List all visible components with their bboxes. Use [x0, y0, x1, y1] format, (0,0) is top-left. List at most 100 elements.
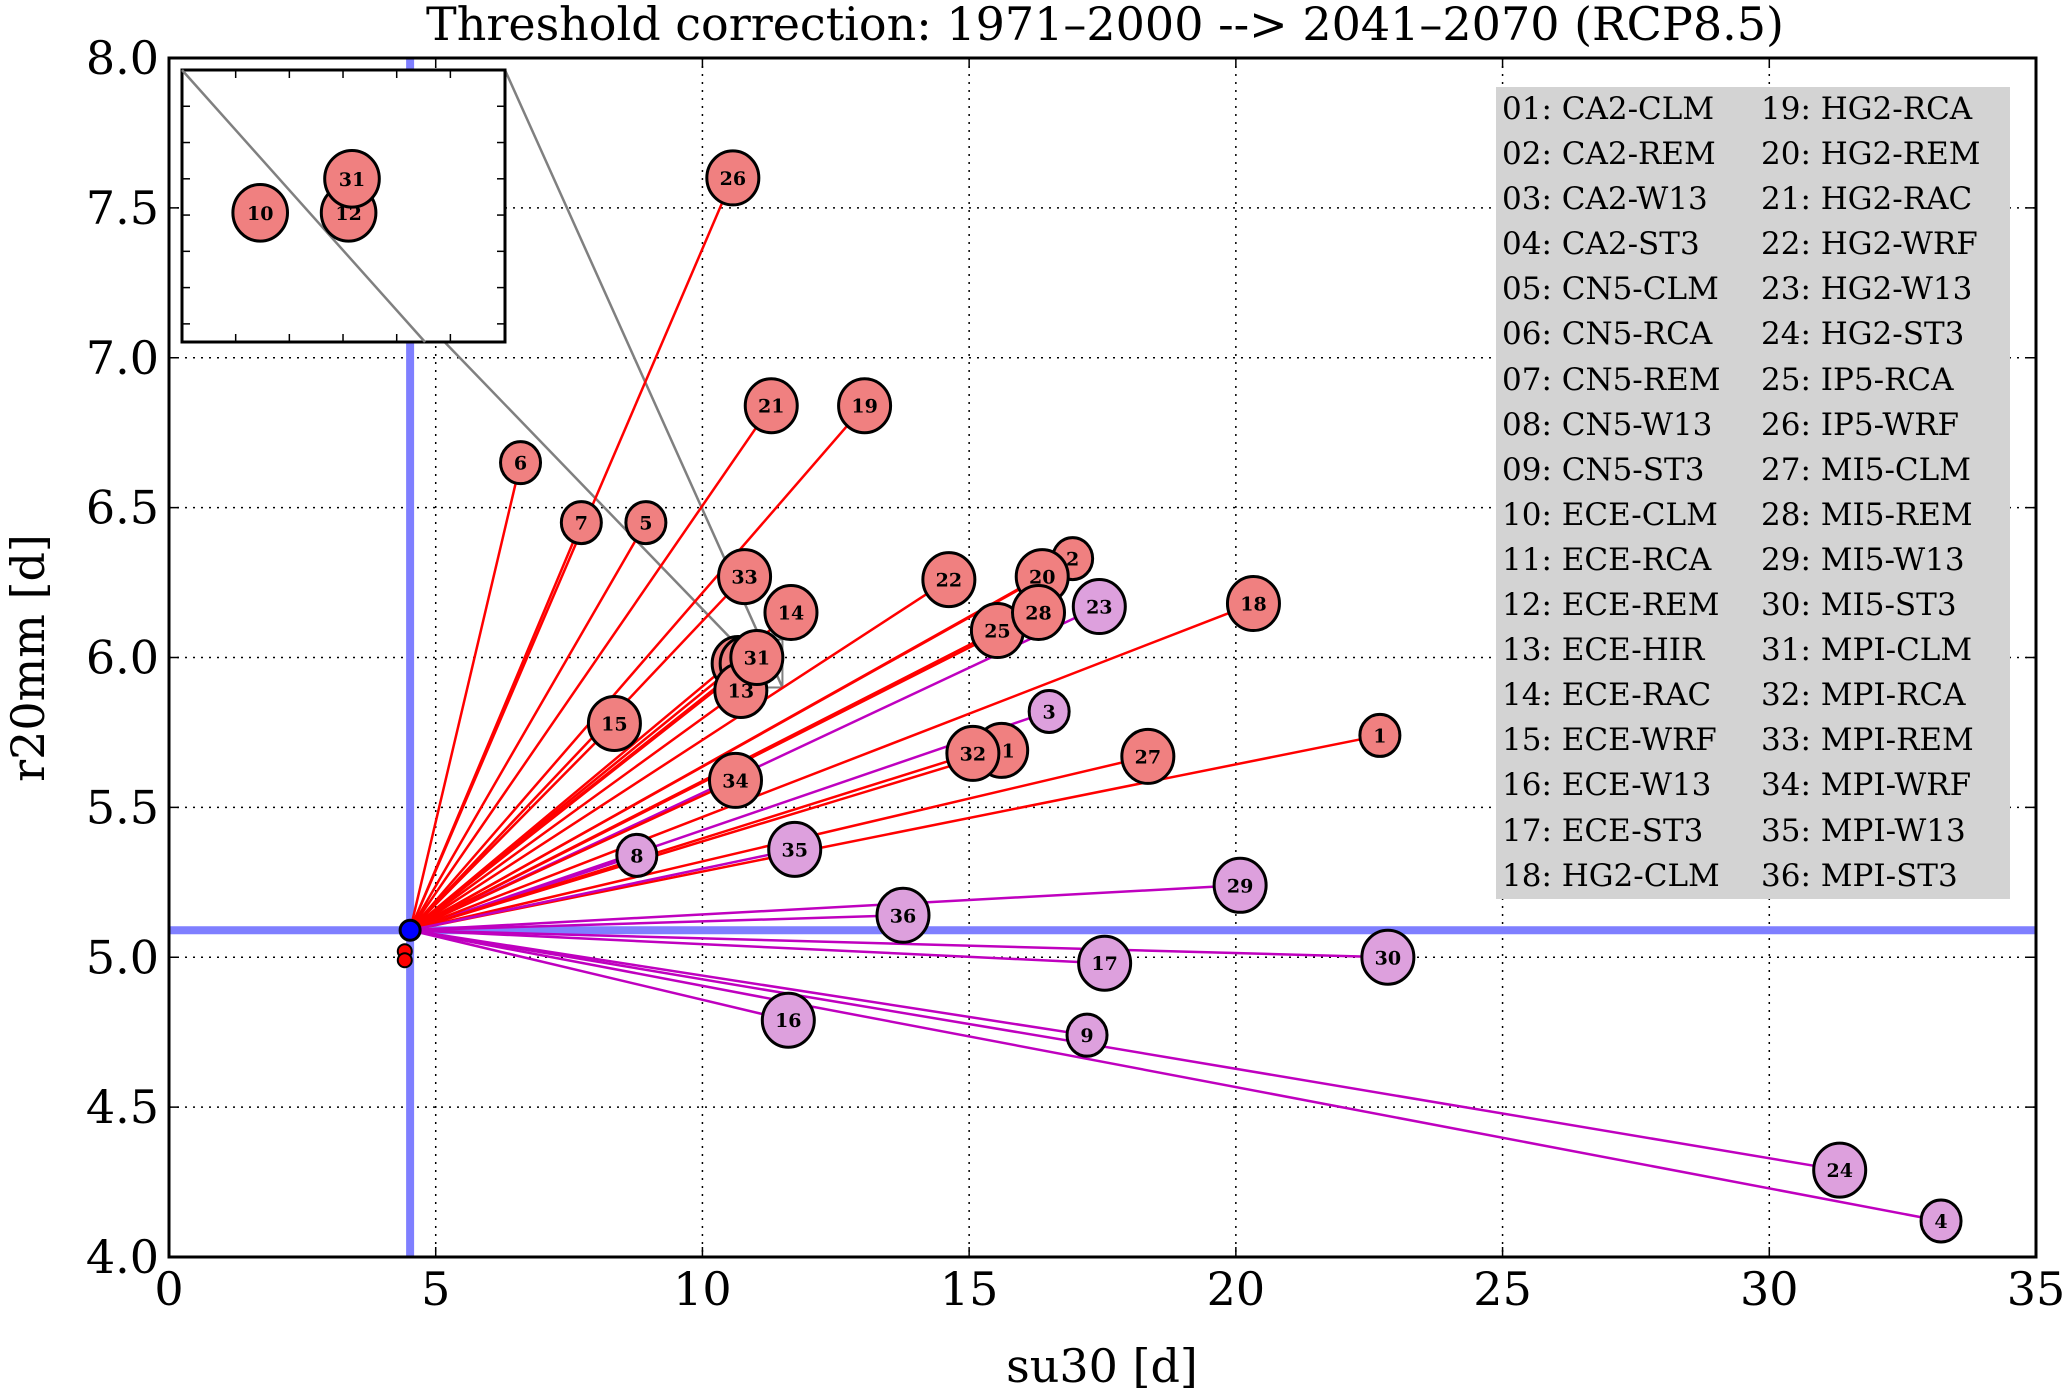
- legend-item: 14: ECE-RAC: [1502, 677, 1712, 714]
- point-label: 17: [1091, 953, 1117, 975]
- point-label: 7: [575, 513, 588, 535]
- point-label: 29: [1227, 875, 1253, 897]
- x-axis-label: su30 [d]: [1006, 1339, 1198, 1390]
- data-point: 18: [1225, 575, 1281, 633]
- point-label: 23: [1086, 597, 1112, 619]
- change-line-35: [409, 848, 795, 932]
- data-point: 28: [1010, 584, 1066, 642]
- data-point: 29: [1212, 856, 1268, 914]
- point-marker: [1027, 688, 1071, 734]
- inset-connector-line: [181, 69, 426, 343]
- legend-item: 22: HG2-WRF: [1761, 226, 1978, 263]
- point-marker: [1077, 934, 1133, 992]
- point-label: 27: [1135, 746, 1161, 768]
- point-label: 28: [1025, 603, 1051, 625]
- point-marker: [767, 820, 823, 878]
- point-label: 20: [1029, 567, 1055, 589]
- legend-item: 09: CN5-ST3: [1502, 451, 1705, 488]
- data-point: 27: [1120, 727, 1176, 785]
- point-label: 31: [339, 169, 365, 191]
- inset-axes: 10 12 31: [180, 68, 507, 344]
- change-line-24: [409, 929, 1840, 1172]
- y-tick-label: 4.0: [86, 1230, 159, 1284]
- change-line-20: [409, 575, 1043, 932]
- x-tick-label: 5: [421, 1262, 450, 1316]
- data-point: 21: [743, 377, 799, 435]
- point-label: 3: [1043, 701, 1056, 723]
- point-label: 2: [1066, 549, 1079, 571]
- legend-item: 25: IP5-RCA: [1761, 361, 1954, 398]
- data-point: 15: [586, 694, 642, 752]
- change-line-13: [409, 689, 742, 932]
- legend-item: 12: ECE-REM: [1502, 587, 1720, 624]
- legend-item: 05: CN5-CLM: [1502, 271, 1719, 308]
- data-point: 14: [763, 584, 819, 642]
- legend-item: 29: MI5-W13: [1761, 541, 1965, 578]
- legend-item: 31: MPI-CLM: [1761, 632, 1973, 669]
- y-tick-label: 7.5: [86, 181, 159, 235]
- change-line-36: [410, 914, 904, 932]
- x-tick-label: 35: [2007, 1262, 2066, 1316]
- legend-item: 08: CN5-W13: [1502, 406, 1713, 443]
- change-line-21: [409, 405, 773, 931]
- point-label: 31: [744, 648, 770, 670]
- data-point: 4: [1919, 1198, 1963, 1244]
- legend-item: 34: MPI-WRF: [1761, 767, 1972, 804]
- point-marker: [624, 500, 668, 546]
- legend-item: 27: MI5-CLM: [1761, 451, 1971, 488]
- change-line-17: [410, 929, 1105, 965]
- point-marker: [615, 832, 659, 878]
- point-marker: [763, 584, 819, 642]
- point-label: 24: [1826, 1160, 1852, 1182]
- y-tick-label: 8.0: [86, 31, 159, 85]
- data-point: 9: [1065, 1012, 1109, 1058]
- legend-item: 20: HG2-REM: [1761, 136, 1981, 173]
- point-marker: [1071, 578, 1127, 636]
- origin-marker: [396, 952, 413, 969]
- x-tick-label: 25: [1473, 1262, 1532, 1316]
- x-tick-label: 0: [154, 1262, 183, 1316]
- change-line-6: [408, 462, 522, 931]
- data-point: 7: [559, 500, 603, 546]
- legend-item: 03: CA2-W13: [1502, 181, 1708, 218]
- x-tick-label: 10: [673, 1262, 732, 1316]
- legend-column-2: 19: HG2-RCA 20: HG2-REM 21: HG2-RAC 22: HG2…: [1761, 87, 1980, 899]
- data-point: 17: [1077, 934, 1133, 992]
- legend: 01: CA2-CLM 02: CA2-REM 03: CA2-W13 04: CA2…: [1496, 87, 2010, 899]
- point-label: 1: [1373, 725, 1386, 747]
- legend-item: 18: HG2-CLM: [1502, 857, 1720, 894]
- legend-item: 02: CA2-REM: [1502, 136, 1716, 173]
- data-point: 10: [231, 182, 290, 243]
- point-marker: [1225, 575, 1281, 633]
- point-marker: [1812, 1141, 1868, 1199]
- data-point: 33: [717, 548, 773, 606]
- point-markers: 1234567891011121314151617181920212223242…: [499, 149, 1963, 1244]
- point-label: 16: [775, 1010, 801, 1032]
- change-line-19: [409, 404, 866, 932]
- point-label: 22: [936, 570, 962, 592]
- point-marker: [705, 149, 761, 207]
- point-label: 26: [720, 168, 746, 190]
- legend-item: 11: ECE-RCA: [1502, 541, 1712, 578]
- change-line-5: [409, 521, 647, 931]
- legend-item: 19: HG2-RCA: [1761, 91, 1973, 127]
- legend-item: 23: HG2-W13: [1761, 271, 1973, 308]
- point-marker: [708, 751, 764, 809]
- change-line-9: [409, 929, 1088, 1037]
- point-label: 5: [639, 513, 652, 535]
- change-line-4: [409, 929, 1942, 1223]
- point-marker: [1065, 1012, 1109, 1058]
- point-marker: [499, 440, 543, 486]
- point-label: 15: [601, 713, 627, 735]
- point-marker: [743, 377, 799, 435]
- x-tick-label: 20: [1207, 1262, 1266, 1316]
- change-line-16: [409, 929, 789, 1022]
- point-label: 30: [1375, 947, 1401, 969]
- legend-item: 01: CA2-CLM: [1502, 91, 1715, 127]
- point-label: 13: [728, 680, 754, 702]
- change-line-33: [409, 575, 746, 932]
- point-label: 4: [1934, 1211, 1947, 1233]
- data-point: 6: [499, 440, 543, 486]
- data-point: 22: [921, 551, 977, 609]
